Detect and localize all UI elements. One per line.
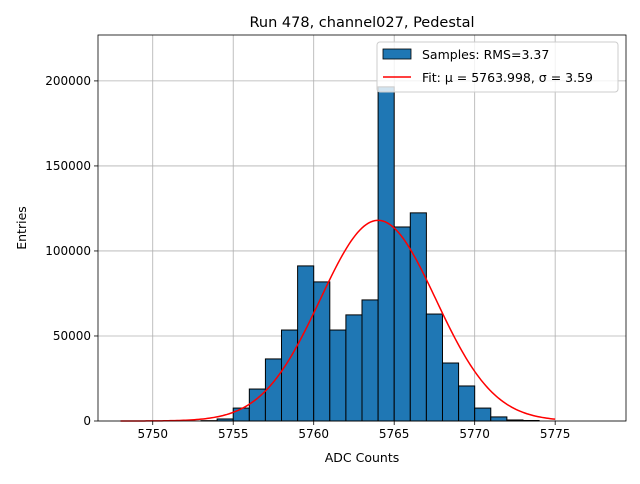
x-tick-label: 5750 xyxy=(137,427,168,441)
histogram-bar xyxy=(442,363,458,421)
histogram-bar xyxy=(362,300,378,421)
y-tick-label: 50000 xyxy=(53,329,91,343)
histogram-bar xyxy=(282,330,298,421)
histogram-bar xyxy=(330,330,346,421)
x-axis-ticks: 5750 5755 5760 5765 5770 5775 xyxy=(137,421,570,441)
x-tick-label: 5765 xyxy=(379,427,410,441)
x-tick-label: 5755 xyxy=(218,427,249,441)
histogram-bar xyxy=(394,227,410,421)
y-axis-label: Entries xyxy=(14,206,29,250)
histogram-bar xyxy=(298,266,314,421)
legend-samples-swatch xyxy=(383,49,411,59)
legend-fit-label: Fit: μ = 5763.998, σ = 3.59 xyxy=(422,70,593,85)
y-axis-ticks: 0 50000 100000 150000 200000 xyxy=(45,74,98,428)
legend-samples-label: Samples: RMS=3.37 xyxy=(422,47,549,62)
x-axis-label: ADC Counts xyxy=(325,450,400,465)
y-tick-label: 0 xyxy=(83,414,91,428)
histogram-bar xyxy=(378,87,394,421)
histogram-bar xyxy=(410,213,426,421)
y-tick-label: 200000 xyxy=(45,74,91,88)
histogram-bar xyxy=(491,417,507,421)
histogram-bar xyxy=(475,408,491,421)
y-tick-label: 100000 xyxy=(45,244,91,258)
histogram-bar xyxy=(233,408,249,421)
histogram-bar xyxy=(314,282,330,421)
histogram-bars xyxy=(201,87,539,421)
x-tick-label: 5770 xyxy=(459,427,490,441)
histogram-bar xyxy=(265,359,281,421)
chart-title: Run 478, channel027, Pedestal xyxy=(249,15,474,31)
histogram-bar xyxy=(426,314,442,421)
y-tick-label: 150000 xyxy=(45,159,91,173)
histogram-bar xyxy=(346,315,362,421)
legend: Samples: RMS=3.37 Fit: μ = 5763.998, σ =… xyxy=(377,42,618,92)
x-tick-label: 5775 xyxy=(540,427,571,441)
histogram-bar xyxy=(459,386,475,421)
x-tick-label: 5760 xyxy=(298,427,329,441)
